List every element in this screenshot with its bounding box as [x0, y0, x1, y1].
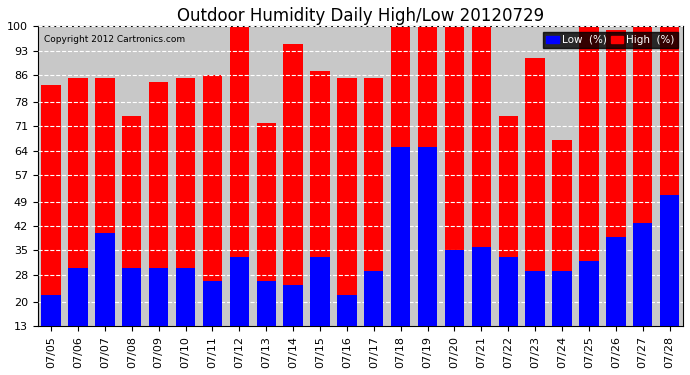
Bar	[553, 140, 572, 371]
Bar	[472, 27, 491, 371]
Bar	[364, 271, 384, 371]
Bar	[257, 281, 276, 371]
Bar	[95, 233, 115, 371]
Bar	[149, 268, 168, 371]
Bar	[499, 257, 518, 371]
Bar	[203, 75, 222, 371]
Bar	[41, 85, 61, 371]
Bar	[122, 268, 141, 371]
Bar	[230, 257, 249, 371]
Bar	[41, 295, 61, 371]
Bar	[176, 78, 195, 371]
Bar	[499, 116, 518, 371]
Bar	[660, 195, 679, 371]
Bar	[553, 271, 572, 371]
Bar	[606, 30, 626, 371]
Bar	[364, 78, 384, 371]
Bar	[633, 27, 653, 371]
Text: Copyright 2012 Cartronics.com: Copyright 2012 Cartronics.com	[44, 36, 185, 45]
Bar	[203, 281, 222, 371]
Bar	[580, 27, 599, 371]
Bar	[257, 123, 276, 371]
Bar	[337, 295, 357, 371]
Bar	[660, 27, 679, 371]
Legend: Low  (%), High  (%): Low (%), High (%)	[543, 32, 678, 48]
Bar	[176, 268, 195, 371]
Bar	[95, 78, 115, 371]
Bar	[526, 271, 545, 371]
Bar	[68, 268, 88, 371]
Bar	[633, 223, 653, 371]
Bar	[122, 116, 141, 371]
Bar	[149, 82, 168, 371]
Bar	[310, 257, 330, 371]
Bar	[391, 27, 411, 371]
Title: Outdoor Humidity Daily High/Low 20120729: Outdoor Humidity Daily High/Low 20120729	[177, 7, 544, 25]
Bar	[606, 237, 626, 371]
Bar	[68, 78, 88, 371]
Bar	[580, 261, 599, 371]
Bar	[472, 247, 491, 371]
Bar	[445, 27, 464, 371]
Bar	[310, 71, 330, 371]
Bar	[284, 44, 303, 371]
Bar	[418, 147, 437, 371]
Bar	[391, 147, 411, 371]
Bar	[445, 251, 464, 371]
Bar	[337, 78, 357, 371]
Bar	[284, 285, 303, 371]
Bar	[418, 27, 437, 371]
Bar	[526, 57, 545, 371]
Bar	[230, 27, 249, 371]
